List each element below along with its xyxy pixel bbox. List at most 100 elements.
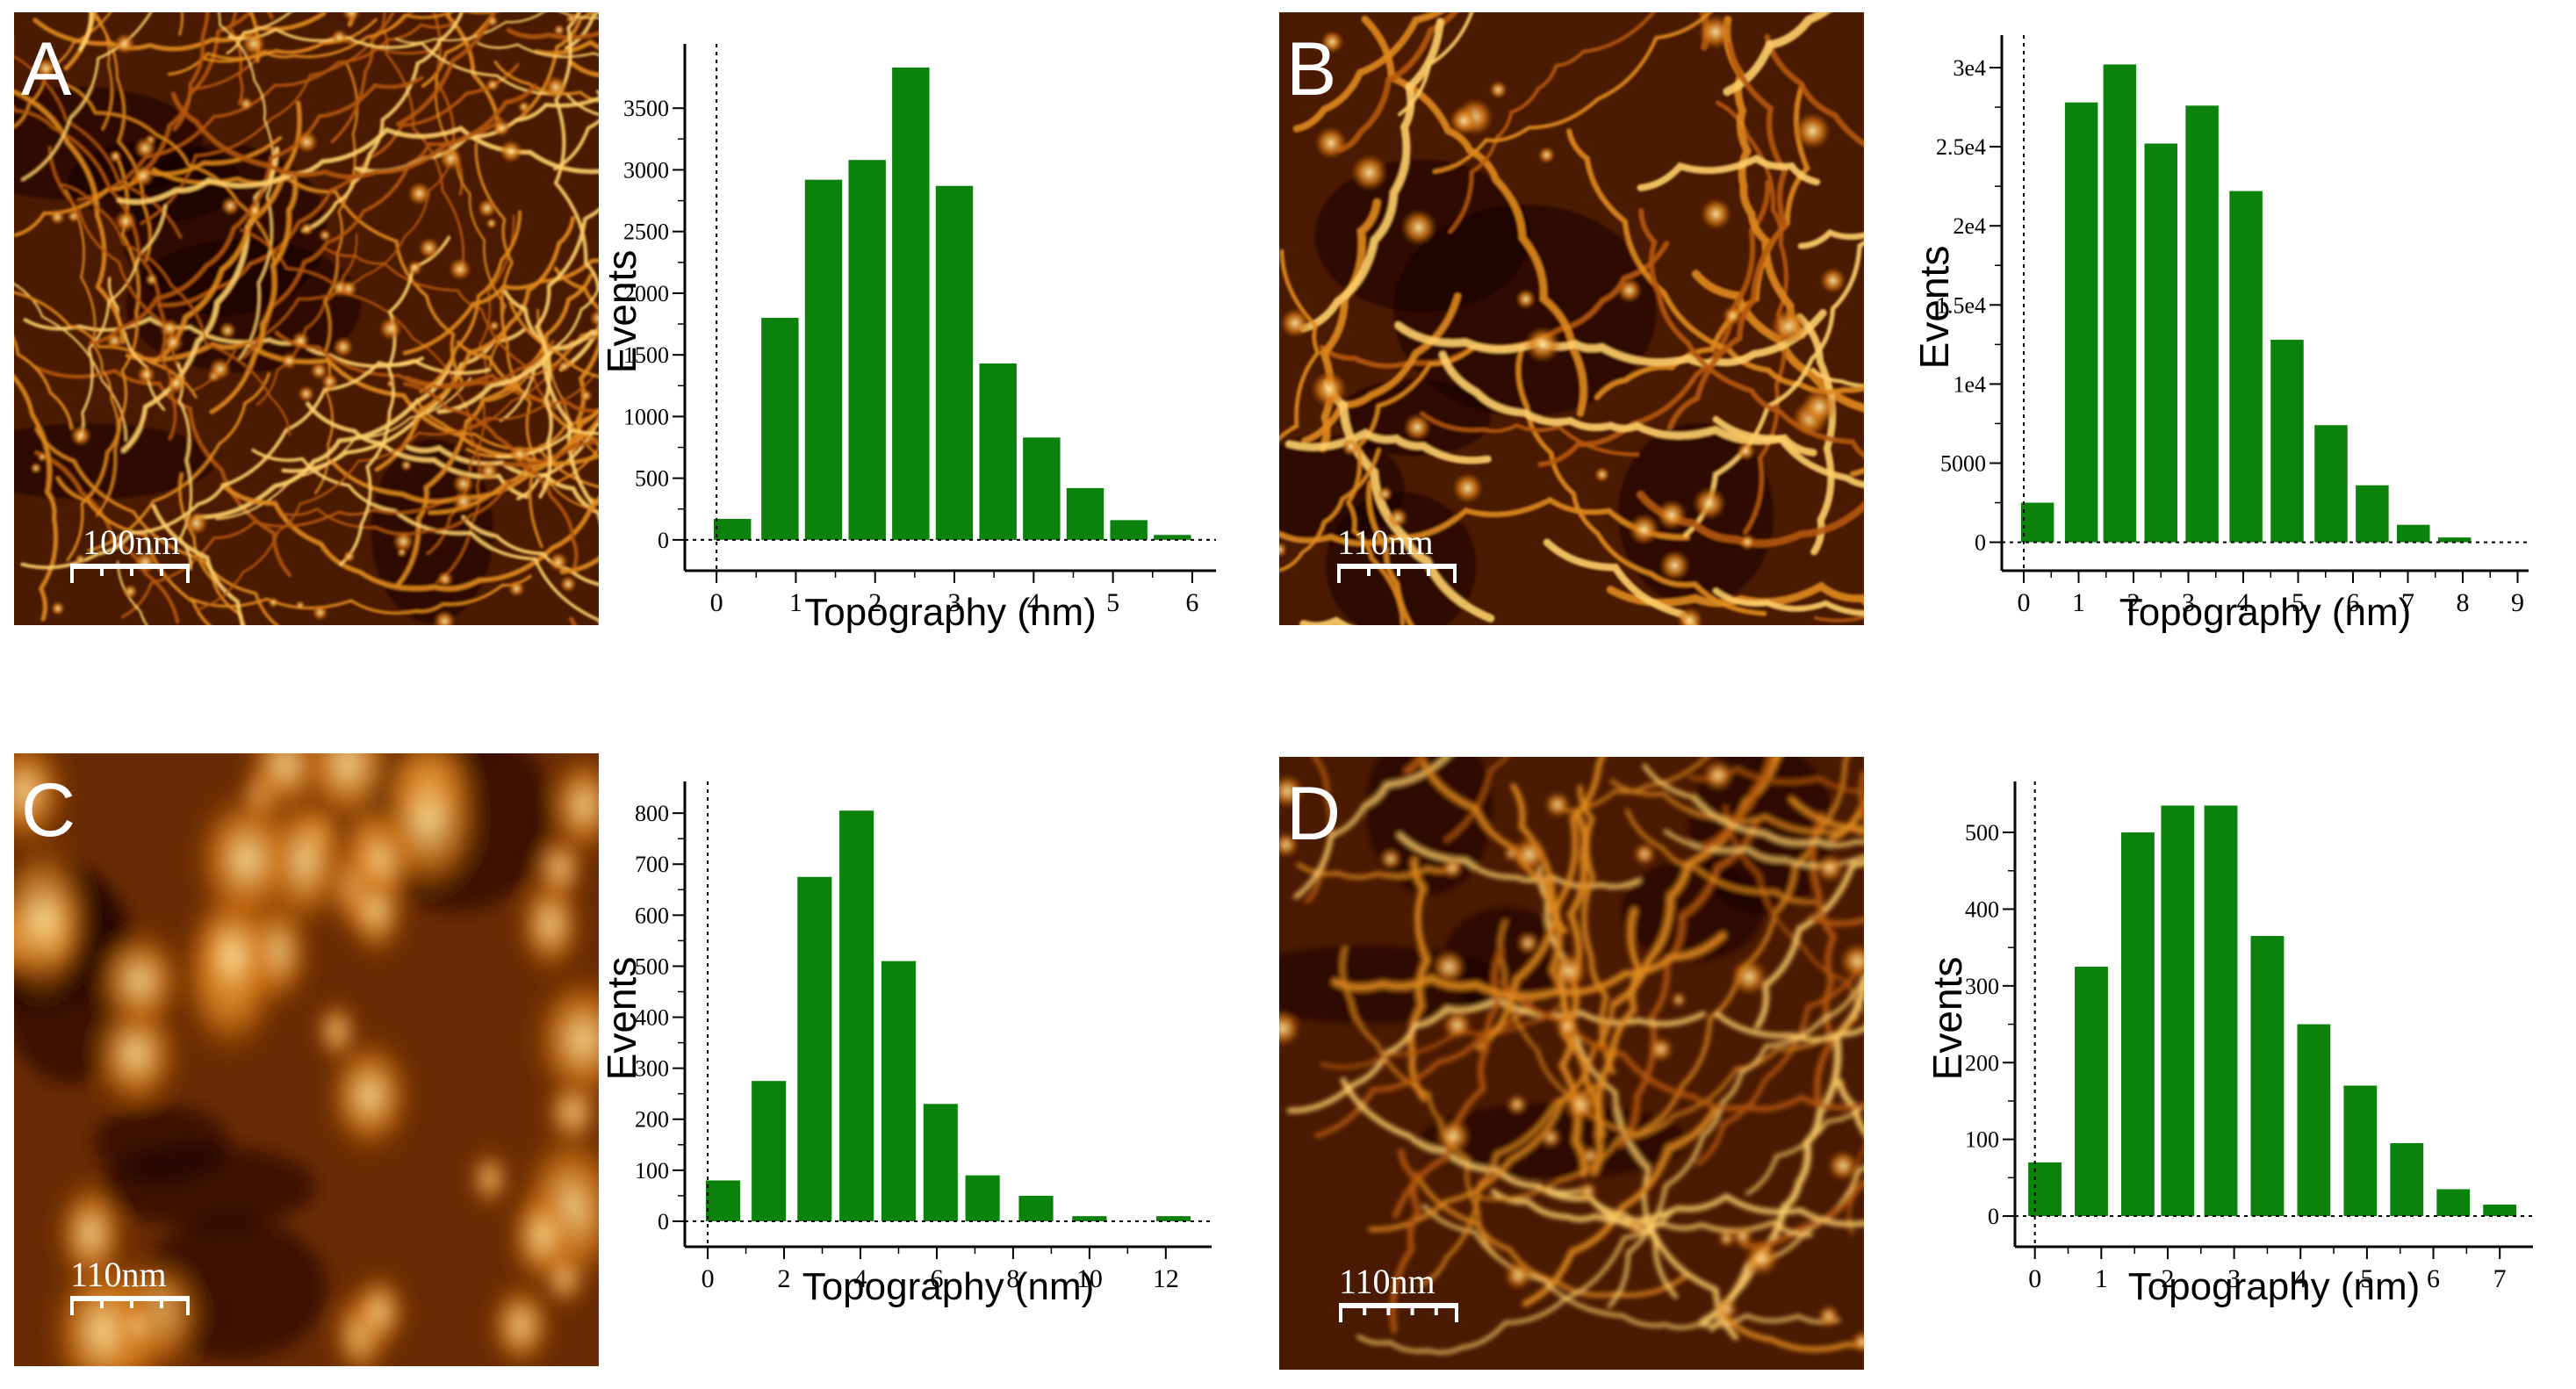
bar <box>979 363 1017 540</box>
afm-bead <box>1659 550 1691 581</box>
afm-fiber <box>14 335 74 430</box>
afm-bead <box>299 222 313 236</box>
y-tick-label: 1500 <box>623 342 669 368</box>
afm-texture-a <box>14 12 599 625</box>
afm-bead <box>241 32 267 57</box>
y-axis-title: Events <box>1911 246 1957 370</box>
bar <box>1110 520 1148 540</box>
x-tick-label: 7 <box>2493 1264 2507 1293</box>
afm-fiber <box>1279 448 1381 572</box>
afm-fiber <box>1432 12 1713 174</box>
x-tick-label: 4 <box>2294 1264 2307 1293</box>
afm-fiber <box>1319 198 1381 452</box>
bar <box>2297 1024 2331 1217</box>
afm-fiber <box>1632 757 1850 1138</box>
x-axis-title: Topography (nm) <box>804 591 1097 634</box>
afm-fiber <box>1475 757 1606 1052</box>
bar <box>2028 1162 2062 1217</box>
bar <box>881 961 917 1221</box>
afm-fiber <box>553 266 599 312</box>
y-tick-label: 500 <box>1965 820 1999 846</box>
afm-fiber <box>477 42 599 59</box>
afm-bead <box>1442 1010 1472 1040</box>
afm-fiber <box>201 12 498 63</box>
afm-fiber <box>14 89 126 345</box>
x-tick-label: 3 <box>948 588 961 617</box>
afm-fiber <box>534 207 599 499</box>
afm-texture-c <box>14 753 599 1366</box>
afm-bead <box>162 331 183 354</box>
afm-grain <box>92 925 186 1036</box>
afm-fiber <box>374 216 576 472</box>
afm-fiber <box>116 560 148 625</box>
afm-fiber <box>456 340 599 449</box>
y-tick-label: 300 <box>635 1056 669 1082</box>
afm-fiber <box>1368 1004 1615 1232</box>
afm-fiber <box>419 210 522 394</box>
afm-fiber <box>395 273 594 588</box>
afm-fiber <box>534 40 599 56</box>
afm-fiber <box>14 135 283 237</box>
afm-fiber <box>1346 345 1475 625</box>
x-tick-label: 6 <box>2347 588 2360 617</box>
histogram-b: 0 1 2 3 4 5 6 7 8 9 0 5000 1e4 1.5e4 2e4 2.5e4 3e4 Topogr… <box>1911 35 2529 634</box>
bar <box>2436 1189 2471 1217</box>
afm-fiber <box>1543 538 1698 625</box>
bar <box>2161 805 2195 1217</box>
afm-bead <box>1380 848 1401 869</box>
afm-bead <box>1310 370 1348 408</box>
y-tick-label: 0 <box>1988 1204 1999 1229</box>
afm-bead <box>331 29 348 46</box>
bar <box>965 1175 1000 1221</box>
afm-bead <box>166 373 187 394</box>
bar <box>713 519 752 540</box>
afm-bead <box>295 130 319 154</box>
y-tick-label: 1.5e4 <box>1936 292 1986 318</box>
afm-fiber <box>1438 350 1817 457</box>
afm-bead <box>418 237 440 259</box>
afm-bead <box>433 609 456 625</box>
afm-bead <box>499 139 523 163</box>
afm-bead <box>1563 1086 1599 1123</box>
afm-grain <box>315 999 358 1063</box>
afm-fiber <box>76 204 168 442</box>
x-tick-label: 5 <box>2360 1264 2373 1293</box>
afm-fiber <box>1606 581 1864 608</box>
scale-bar-tick <box>160 1296 163 1308</box>
afm-fiber <box>88 76 424 345</box>
afm-bead <box>1510 836 1548 874</box>
y-tick-label: 700 <box>635 852 669 877</box>
afm-bead <box>122 584 138 600</box>
afm-fiber <box>21 12 153 182</box>
x-tick-label: 0 <box>710 588 723 617</box>
afm-bead <box>133 137 157 160</box>
afm-bead <box>486 77 500 92</box>
afm-fiber <box>1741 1180 1864 1249</box>
y-tick-label: 1e4 <box>1953 371 1986 397</box>
afm-bead <box>1698 14 1733 50</box>
afm-bead <box>1403 413 1432 442</box>
x-tick-label: 5 <box>2292 588 2305 617</box>
afm-bead <box>1449 105 1479 136</box>
y-tick-label: 0 <box>1975 530 1986 556</box>
scale-bar-tick <box>160 564 163 576</box>
afm-bead <box>1279 774 1305 809</box>
afm-fiber <box>1723 12 1831 97</box>
afm-bead <box>1279 831 1299 858</box>
afm-fiber <box>14 374 59 622</box>
afm-fiber <box>1421 1203 1841 1330</box>
afm-bead <box>492 119 511 137</box>
afm-bead <box>548 551 569 572</box>
afm-bead <box>113 32 136 55</box>
afm-bead <box>1744 1241 1780 1277</box>
afm-fiber <box>14 54 182 239</box>
afm-grain <box>191 786 302 932</box>
afm-dark-patch <box>1392 205 1657 417</box>
bar <box>1066 487 1105 540</box>
afm-fiber <box>1788 796 1864 831</box>
scale-bar-tick <box>1337 564 1341 583</box>
afm-fiber <box>1448 12 1657 234</box>
afm-fiber <box>1642 763 1864 848</box>
scale-bar-tick <box>1363 1303 1367 1315</box>
afm-fiber <box>14 291 198 399</box>
